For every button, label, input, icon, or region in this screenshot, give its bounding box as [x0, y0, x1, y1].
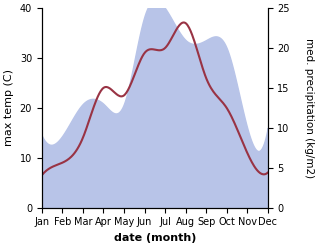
X-axis label: date (month): date (month) — [114, 233, 196, 243]
Y-axis label: max temp (C): max temp (C) — [4, 69, 14, 146]
Y-axis label: med. precipitation (kg/m2): med. precipitation (kg/m2) — [304, 38, 314, 178]
